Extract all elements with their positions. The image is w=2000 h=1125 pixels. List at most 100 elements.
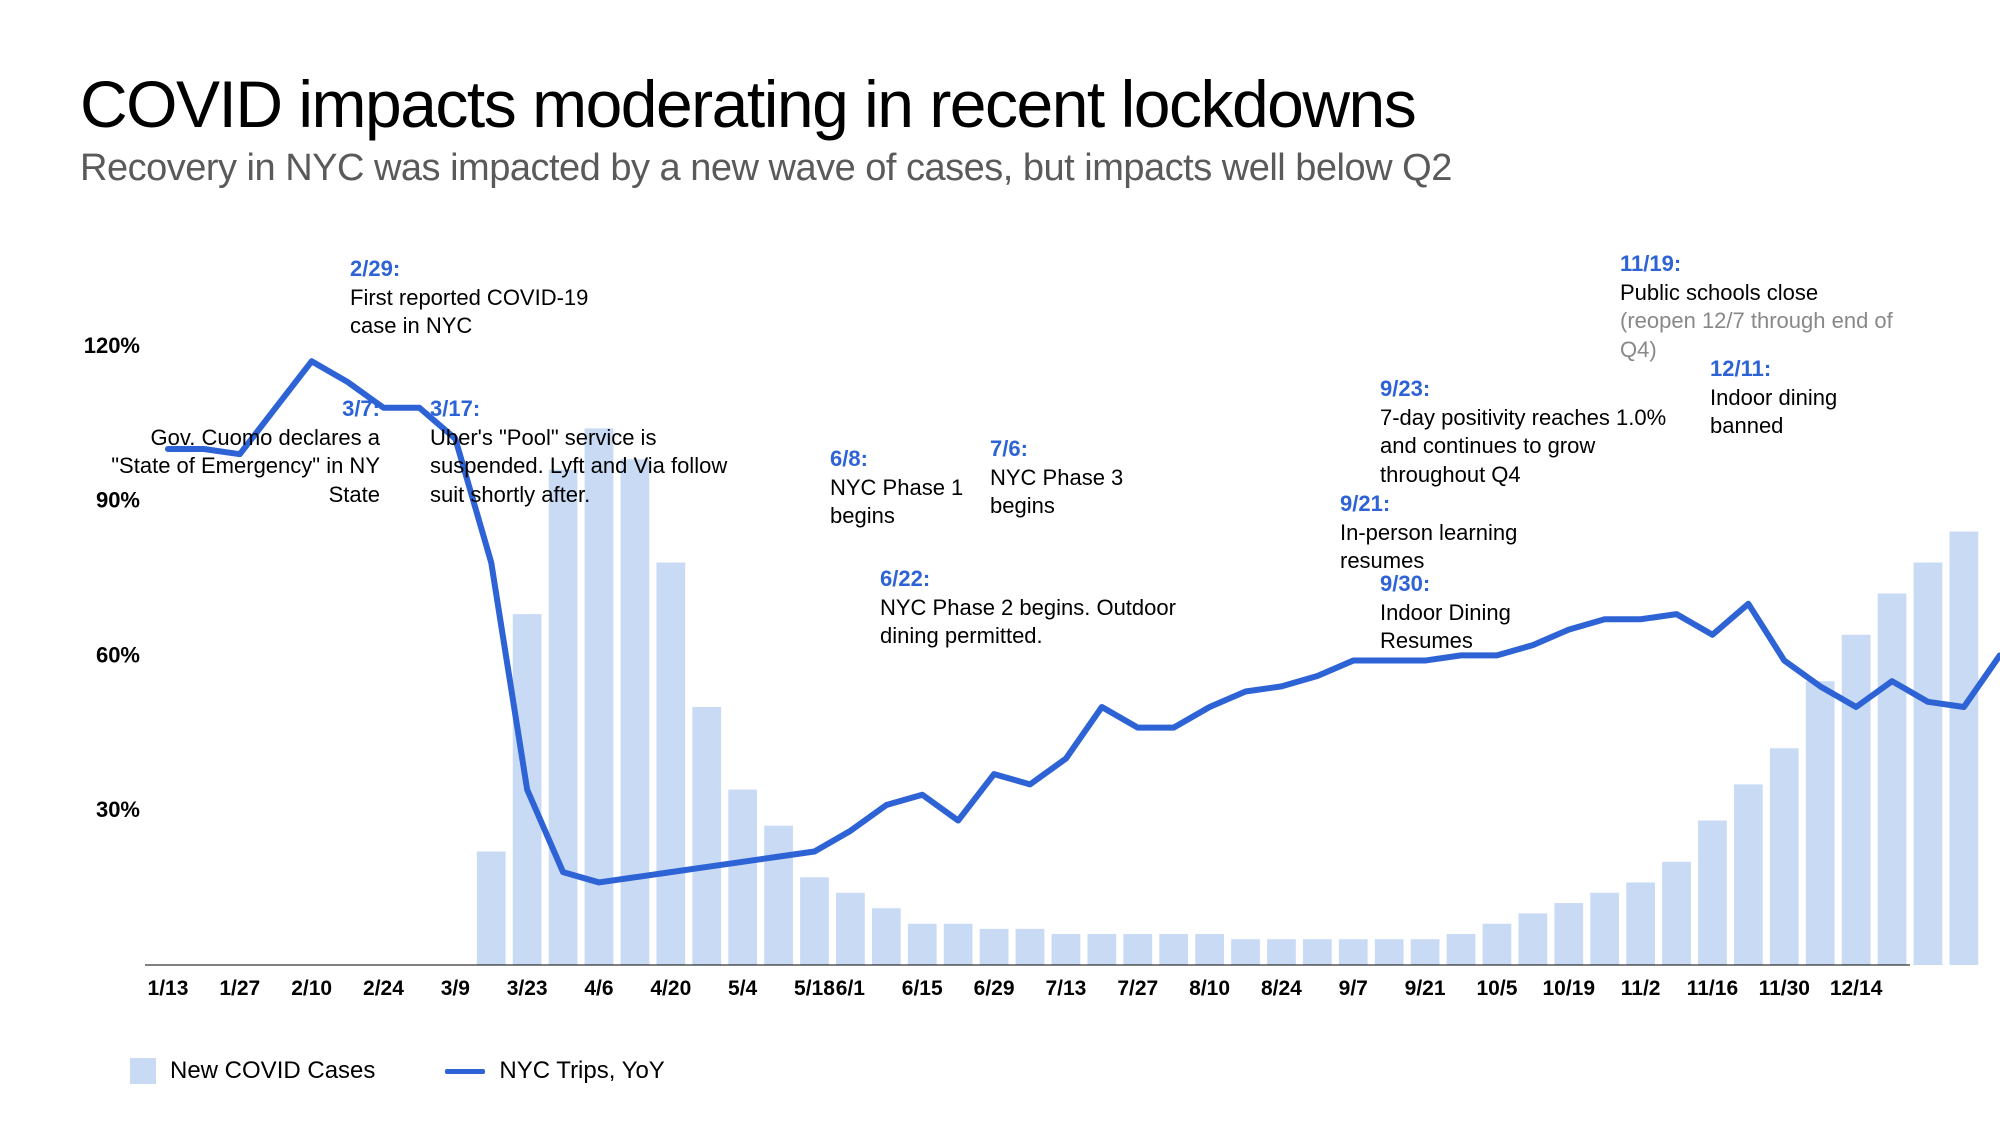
annotation-body: Uber's "Pool" service is suspended. Lyft…	[430, 425, 727, 507]
covid-cases-bar	[1052, 934, 1081, 965]
x-tick-label: 7/27	[1117, 977, 1158, 1000]
covid-cases-bar	[1554, 903, 1583, 965]
chart-annotation: 9/21: In-person learning resumes	[1340, 490, 1550, 576]
annotation-body: Indoor dining banned	[1710, 385, 1837, 439]
annotation-body: 7-day positivity reaches 1.0% and contin…	[1380, 405, 1666, 487]
annotation-body: First reported COVID-19 case in NYC	[350, 285, 588, 339]
x-tick-label: 8/24	[1261, 977, 1302, 1000]
covid-cases-bar	[1375, 939, 1404, 965]
covid-cases-bar	[1806, 681, 1835, 965]
x-tick-label: 11/16	[1687, 977, 1738, 1000]
covid-cases-bar	[1123, 934, 1152, 965]
x-tick-label: 7/13	[1045, 977, 1086, 1000]
x-tick-label: 9/7	[1339, 977, 1368, 1000]
x-tick-label: 4/6	[584, 977, 613, 1000]
annotation-body: Indoor Dining Resumes	[1380, 600, 1511, 654]
chart-annotation: 3/7: Gov. Cuomo declares a "State of Emer…	[100, 395, 380, 509]
annotation-body: In-person learning resumes	[1340, 520, 1517, 574]
legend-item-bars: New COVID Cases	[130, 1057, 375, 1085]
annotation-date: 6/22:	[880, 566, 930, 591]
covid-cases-bar	[1914, 563, 1943, 965]
x-tick-label: 6/29	[974, 977, 1015, 1000]
x-tick-label: 11/30	[1759, 977, 1810, 1000]
x-tick-label: 3/9	[441, 977, 470, 1000]
covid-cases-bar	[549, 470, 578, 965]
x-tick-label: 6/15	[902, 977, 943, 1000]
annotation-body: NYC Phase 3 begins	[990, 465, 1123, 519]
legend-line-label: NYC Trips, YoY	[499, 1057, 664, 1085]
annotation-body: NYC Phase 2 begins. Outdoor dining permi…	[880, 595, 1176, 649]
covid-cases-bar	[908, 924, 937, 965]
chart-annotation: 3/17: Uber's "Pool" service is suspended.…	[430, 395, 730, 509]
covid-cases-bar	[1087, 934, 1116, 965]
covid-cases-bar	[1483, 924, 1512, 965]
covid-cases-bar	[656, 563, 685, 965]
covid-cases-bar	[1195, 934, 1224, 965]
x-tick-label: 10/19	[1542, 977, 1595, 1000]
covid-cases-bar	[980, 929, 1009, 965]
annotation-date: 9/23:	[1380, 376, 1430, 401]
chart-annotation: 11/19: Public schools close (reopen 12/7 t…	[1620, 250, 1900, 364]
x-tick-label: 9/21	[1405, 977, 1446, 1000]
covid-cases-bar	[1231, 939, 1260, 965]
annotation-date: 3/17:	[430, 396, 480, 421]
page-title: COVID impacts moderating in recent lockd…	[80, 70, 1920, 139]
annotation-date: 9/30:	[1380, 571, 1430, 596]
covid-cases-bar	[1339, 939, 1368, 965]
annotation-date: 6/8:	[830, 446, 868, 471]
annotation-subnote: (reopen 12/7 through end of Q4)	[1620, 308, 1893, 362]
x-tick-label: 1/27	[219, 977, 260, 1000]
page-subtitle: Recovery in NYC was impacted by a new wa…	[80, 147, 1920, 190]
x-tick-label: 2/10	[291, 977, 332, 1000]
covid-cases-bar	[1590, 893, 1619, 965]
covid-cases-bar	[1770, 748, 1799, 965]
covid-cases-bar	[1016, 929, 1045, 965]
chart-annotation: 6/8: NYC Phase 1 begins	[830, 445, 970, 531]
covid-cases-bar	[1411, 939, 1440, 965]
chart-annotation: 7/6: NYC Phase 3 begins	[990, 435, 1170, 521]
y-tick-label: 120%	[84, 333, 140, 358]
covid-cases-bar	[764, 826, 793, 965]
annotation-date: 2/29:	[350, 256, 400, 281]
annotation-body: NYC Phase 1 begins	[830, 475, 963, 529]
covid-cases-bar	[1662, 862, 1691, 965]
covid-cases-bar	[800, 877, 829, 965]
annotation-body: Gov. Cuomo declares a "State of Emergenc…	[111, 425, 380, 507]
covid-cases-bar	[872, 908, 901, 965]
x-tick-label: 10/5	[1477, 977, 1518, 1000]
chart-annotation: 2/29: First reported COVID-19 case in NYC	[350, 255, 640, 341]
chart-container: 30%60%90%120%1/131/272/102/243/93/234/64…	[80, 310, 1920, 1035]
annotation-date: 3/7:	[342, 396, 380, 421]
annotation-date: 7/6:	[990, 436, 1028, 461]
x-tick-label: 4/20	[650, 977, 691, 1000]
covid-cases-bar	[728, 790, 757, 965]
legend-bars-label: New COVID Cases	[170, 1057, 375, 1085]
covid-cases-bar	[1159, 934, 1188, 965]
covid-cases-bar	[1950, 532, 1979, 965]
y-tick-label: 30%	[96, 797, 140, 822]
covid-cases-bar	[1626, 882, 1655, 965]
covid-cases-bar	[836, 893, 865, 965]
covid-cases-bar	[1878, 593, 1907, 965]
x-tick-label: 12/14	[1830, 977, 1883, 1000]
annotation-date: 12/11:	[1710, 356, 1771, 381]
y-tick-label: 60%	[96, 642, 140, 667]
covid-cases-bar	[1698, 821, 1727, 965]
covid-cases-bar	[1734, 784, 1763, 965]
x-tick-label: 2/24	[363, 977, 404, 1000]
covid-cases-bar	[692, 707, 721, 965]
x-tick-label: 3/23	[507, 977, 548, 1000]
covid-cases-bar	[1518, 913, 1547, 965]
annotation-date: 11/19:	[1620, 251, 1681, 276]
chart-annotation: 9/30: Indoor Dining Resumes	[1380, 570, 1580, 656]
covid-cases-bar	[1842, 635, 1871, 965]
chart-annotation: 12/11: Indoor dining banned	[1710, 355, 1910, 441]
x-tick-label: 11/2	[1621, 977, 1661, 1000]
annotation-body: Public schools close	[1620, 280, 1818, 305]
legend-item-line: NYC Trips, YoY	[445, 1057, 664, 1085]
bar-swatch-icon	[130, 1058, 156, 1084]
annotation-date: 9/21:	[1340, 491, 1390, 516]
x-tick-label: 5/4	[728, 977, 758, 1000]
line-swatch-icon	[445, 1069, 485, 1074]
x-tick-label: 1/13	[148, 977, 189, 1000]
